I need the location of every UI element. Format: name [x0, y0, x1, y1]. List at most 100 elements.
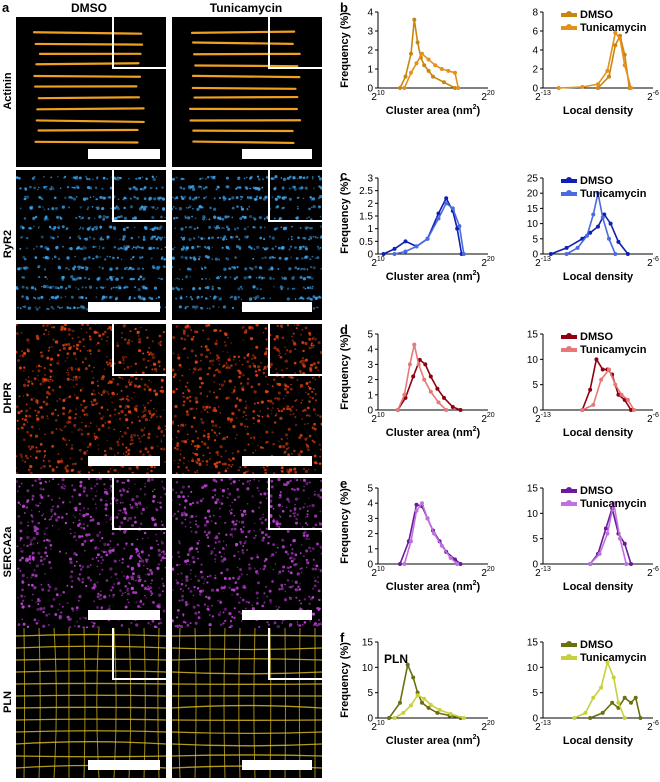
data-point — [600, 215, 605, 220]
data-point — [425, 236, 430, 241]
data-point — [426, 57, 431, 62]
y-tick-label: 2.5 — [359, 186, 373, 197]
series-tunicamycin — [402, 51, 461, 90]
series-dmso — [588, 695, 643, 720]
series-dmso — [580, 357, 633, 412]
data-point — [611, 501, 616, 506]
data-point — [398, 86, 402, 90]
data-point — [403, 239, 408, 244]
data-point — [428, 374, 433, 379]
data-point — [412, 342, 417, 347]
y-axis-label: Frequency (%) — [339, 642, 351, 718]
legend-item-tunicamycin: Tunicamycin — [561, 343, 646, 356]
y-tick-label: 2 — [367, 529, 373, 540]
data-point — [409, 703, 413, 708]
series-line — [397, 344, 447, 411]
legend-swatch — [561, 176, 577, 183]
y-tick-label: 4 — [532, 46, 538, 57]
x-tick-label-min: 210 — [371, 720, 384, 733]
data-point — [622, 541, 627, 546]
legend-swatch — [561, 640, 577, 647]
y-tick-label: 15 — [527, 330, 539, 341]
data-point — [403, 249, 408, 254]
y-tick-label: 4 — [367, 345, 373, 356]
histogram-actinin-local-density: 0 2 4 6 8 2-13 2-6 Local density — [532, 8, 660, 133]
legend-item-tunicamycin: Tunicamycin — [561, 497, 646, 510]
y-tick-label: 3 — [367, 514, 373, 525]
data-point — [611, 675, 616, 680]
scale-bar — [88, 760, 160, 770]
x-tick-label-max: 220 — [481, 412, 494, 425]
data-point — [461, 252, 466, 256]
y-tick-label: 15 — [527, 484, 539, 495]
legend-label: DMSO — [580, 174, 613, 187]
x-tick-label-max: 220 — [481, 256, 494, 269]
legend-item-tunicamycin: Tunicamycin — [561, 651, 646, 664]
y-tick-label: 4 — [367, 499, 373, 510]
column-header-dmso: DMSO — [71, 1, 107, 15]
panel-letter-f: f — [340, 630, 345, 645]
series-tunicamycin — [395, 342, 449, 412]
series-dmso — [381, 196, 464, 256]
x-axis-label: Local density — [563, 735, 634, 747]
data-point — [398, 562, 402, 566]
series-dmso — [395, 357, 463, 412]
y-tick-label: 1 — [367, 390, 373, 401]
series-tunicamycin — [392, 693, 466, 720]
histogram-actinin-cluster-area: 0 1 2 3 4 210 220 Cluster area (nm2) Frequency (… — [339, 8, 498, 133]
x-tick-label-min: 2-13 — [535, 90, 551, 103]
data-point — [402, 392, 407, 397]
histogram-ryr2-local-density: 0 5 10 15 20 25 2-13 2-6 Local density — [527, 174, 660, 299]
data-point — [632, 408, 637, 412]
column-header-tunicamycin: Tunicamycin — [209, 1, 283, 15]
data-point — [629, 86, 633, 90]
data-point — [600, 710, 605, 715]
data-point — [594, 357, 599, 362]
y-tick-label: 10 — [527, 355, 539, 366]
x-axis-label: Local density — [563, 427, 634, 439]
x-tick-label-max: 2-6 — [647, 566, 659, 579]
series-line — [589, 696, 642, 719]
y-tick-label: 5 — [367, 688, 373, 699]
data-point — [403, 74, 408, 79]
data-point — [401, 710, 406, 715]
x-tick-label-min: 2-13 — [535, 256, 551, 269]
data-point — [420, 51, 424, 56]
legend-swatch — [561, 332, 577, 339]
data-point — [433, 63, 438, 68]
series-dmso — [398, 17, 457, 90]
data-point — [599, 377, 604, 382]
data-point — [572, 716, 577, 720]
data-point — [405, 662, 410, 667]
row-label-ryr2: RyR2 — [2, 229, 14, 259]
data-point — [444, 408, 449, 412]
data-point — [395, 408, 400, 412]
x-axis-label: Local density — [563, 105, 634, 117]
data-point — [392, 252, 397, 256]
zoom-inset — [112, 324, 166, 376]
y-tick-label: 5 — [532, 380, 538, 391]
panel-letter-b: b — [340, 0, 348, 15]
micrograph-actinin-tunicamycin — [172, 17, 322, 167]
y-tick-label: 3 — [367, 174, 373, 185]
data-point — [442, 80, 446, 85]
micrograph-actinin-dmso — [16, 17, 166, 167]
data-point — [436, 216, 441, 221]
scale-bar — [242, 456, 312, 466]
panel-letter-a: a — [2, 0, 10, 15]
y-tick-label: 0 — [532, 250, 538, 261]
data-point — [458, 562, 463, 566]
data-point — [597, 551, 602, 556]
y-tick-label: 0 — [367, 714, 373, 725]
y-tick-label: 2 — [367, 199, 373, 210]
series-tunicamycin — [402, 501, 460, 566]
data-point — [607, 74, 611, 79]
scale-bar — [242, 760, 312, 770]
legend-label: Tunicamycin — [580, 21, 647, 34]
y-tick-label: 15 — [527, 204, 539, 215]
data-point — [564, 252, 569, 256]
zoom-inset — [268, 170, 322, 222]
legend: DMSO Tunicamycin — [561, 8, 646, 34]
data-point — [414, 61, 419, 66]
data-point — [403, 395, 408, 400]
